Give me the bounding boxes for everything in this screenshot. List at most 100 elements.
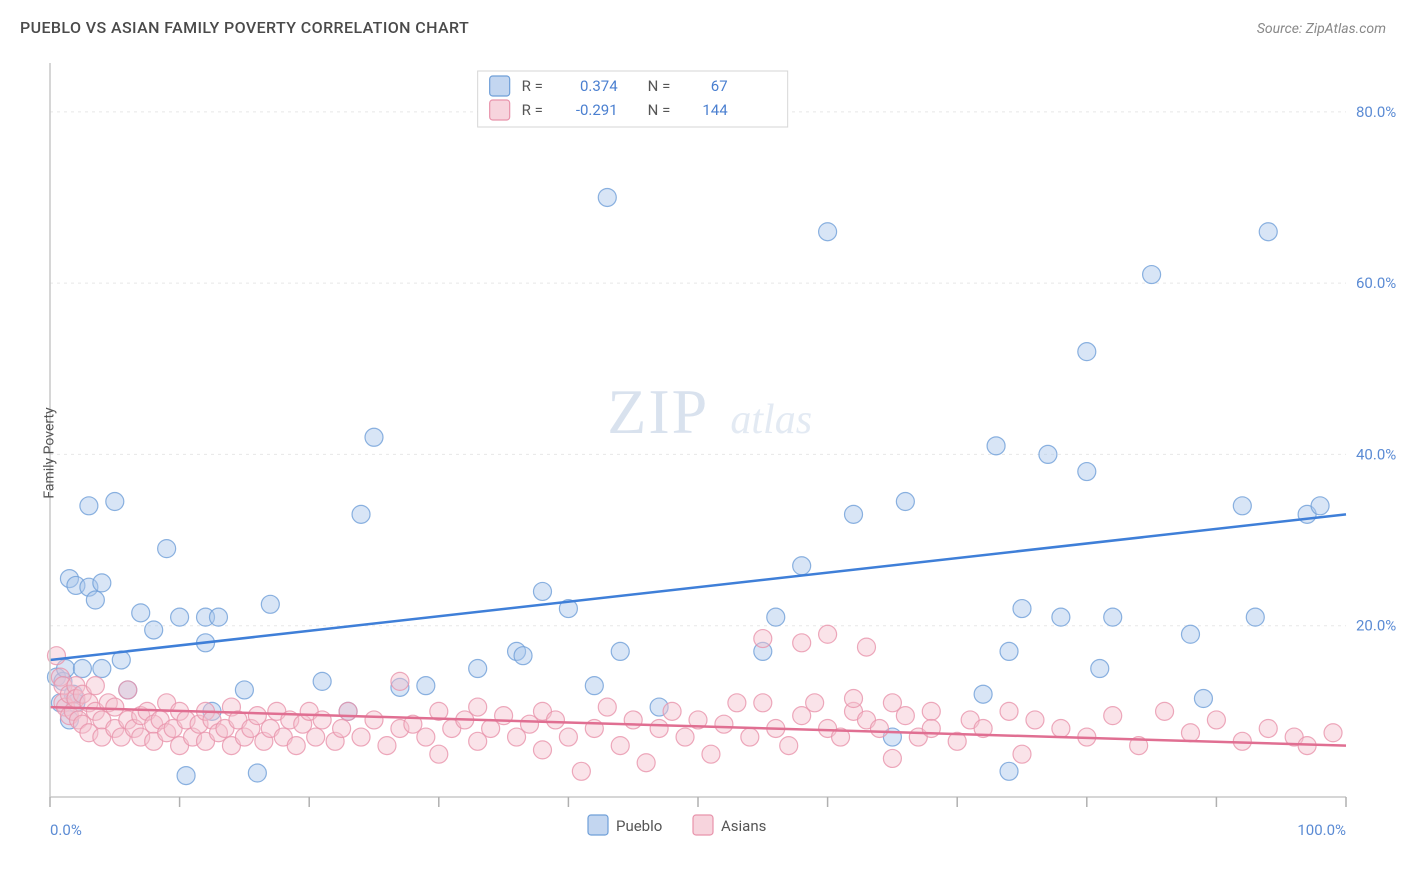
data-point xyxy=(80,497,98,515)
data-point xyxy=(417,677,435,695)
data-point xyxy=(378,737,396,755)
data-point xyxy=(1156,702,1174,720)
data-point xyxy=(559,728,577,746)
data-point xyxy=(1078,343,1096,361)
data-point xyxy=(728,694,746,712)
data-point xyxy=(313,711,331,729)
stats-r-label: R = xyxy=(522,77,543,95)
data-point xyxy=(819,625,837,643)
data-point xyxy=(715,715,733,733)
chart-area: Family Poverty 20.0%40.0%60.0%80.0%ZIPat… xyxy=(0,43,1406,863)
data-point xyxy=(1181,625,1199,643)
data-point xyxy=(261,595,279,613)
data-point xyxy=(93,660,111,678)
data-point xyxy=(1013,600,1031,618)
data-point xyxy=(1181,724,1199,742)
data-point xyxy=(1000,642,1018,660)
data-point xyxy=(333,719,351,737)
data-point xyxy=(1026,711,1044,729)
y-axis-label: Family Poverty xyxy=(42,407,58,498)
data-point xyxy=(1194,690,1212,708)
stats-n-value: 144 xyxy=(702,101,728,119)
trend-line-pueblo xyxy=(50,514,1346,660)
data-point xyxy=(1000,762,1018,780)
stats-r-value: 0.374 xyxy=(580,77,618,95)
data-point xyxy=(1207,711,1225,729)
data-point xyxy=(1078,463,1096,481)
data-point xyxy=(514,647,532,665)
data-point xyxy=(987,437,1005,455)
x-tick-label: 100.0% xyxy=(1297,821,1346,839)
data-point xyxy=(1246,608,1264,626)
stats-r-label: R = xyxy=(522,101,543,119)
series-pueblo xyxy=(47,188,1329,784)
data-point xyxy=(145,621,163,639)
data-point xyxy=(598,698,616,716)
data-point xyxy=(1143,266,1161,284)
data-point xyxy=(171,608,189,626)
data-point xyxy=(922,719,940,737)
data-point xyxy=(106,493,124,511)
data-point xyxy=(177,767,195,785)
data-point xyxy=(158,540,176,558)
data-point xyxy=(93,574,111,592)
data-point xyxy=(870,719,888,737)
data-point xyxy=(417,728,435,746)
data-point xyxy=(754,630,772,648)
data-point xyxy=(1039,445,1057,463)
data-point xyxy=(974,685,992,703)
stats-r-value: -0.291 xyxy=(576,101,618,119)
data-point xyxy=(73,660,91,678)
data-point xyxy=(702,745,720,763)
data-point xyxy=(391,672,409,690)
data-point xyxy=(754,694,772,712)
data-point xyxy=(637,754,655,772)
x-tick-label: 0.0% xyxy=(50,821,82,839)
data-point xyxy=(533,741,551,759)
data-point xyxy=(546,711,564,729)
data-point xyxy=(430,745,448,763)
y-tick-label: 60.0% xyxy=(1356,274,1396,292)
chart-source: Source: ZipAtlas.com xyxy=(1257,21,1386,37)
data-point xyxy=(1324,724,1342,742)
data-point xyxy=(1000,702,1018,720)
scatter-chart-svg: 20.0%40.0%60.0%80.0%ZIPatlas0.0%100.0%Pu… xyxy=(0,43,1406,863)
data-point xyxy=(248,764,266,782)
data-point xyxy=(132,604,150,622)
y-tick-label: 20.0% xyxy=(1356,617,1396,635)
data-point xyxy=(845,690,863,708)
data-point xyxy=(793,634,811,652)
data-point xyxy=(611,642,629,660)
data-point xyxy=(806,694,824,712)
data-point xyxy=(767,608,785,626)
data-point xyxy=(857,638,875,656)
data-point xyxy=(572,762,590,780)
data-point xyxy=(1311,497,1329,515)
data-point xyxy=(1052,719,1070,737)
data-point xyxy=(1013,745,1031,763)
data-point xyxy=(741,728,759,746)
data-point xyxy=(922,702,940,720)
legend-label-pueblo: Pueblo xyxy=(616,817,662,835)
y-tick-label: 40.0% xyxy=(1356,445,1396,463)
data-point xyxy=(469,660,487,678)
series-asians xyxy=(47,625,1342,780)
data-point xyxy=(663,702,681,720)
data-point xyxy=(352,505,370,523)
data-point xyxy=(1104,608,1122,626)
stats-swatch xyxy=(490,100,510,120)
data-point xyxy=(287,737,305,755)
legend-label-asians: Asians xyxy=(721,817,766,835)
data-point xyxy=(611,737,629,755)
stats-n-label: N = xyxy=(648,77,671,95)
data-point xyxy=(119,681,137,699)
data-point xyxy=(780,737,798,755)
data-point xyxy=(365,428,383,446)
data-point xyxy=(533,582,551,600)
data-point xyxy=(1259,223,1277,241)
data-point xyxy=(86,591,104,609)
data-point xyxy=(1233,497,1251,515)
data-point xyxy=(307,728,325,746)
data-point xyxy=(896,493,914,511)
data-point xyxy=(1259,719,1277,737)
